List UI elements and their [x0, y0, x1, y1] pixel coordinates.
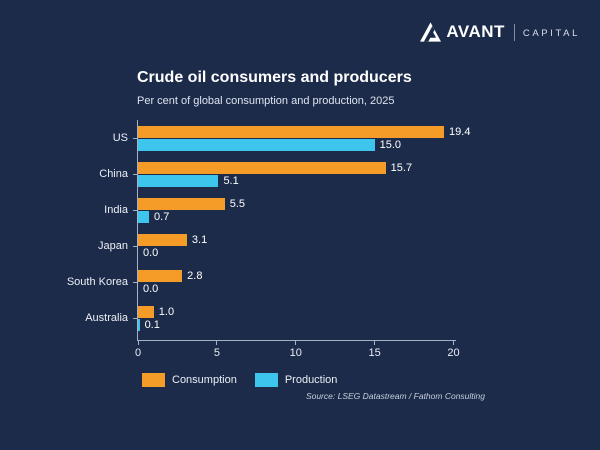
- chart-subtitle: Per cent of global consumption and produ…: [137, 95, 395, 107]
- value-label-consumption-india: 5.5: [229, 198, 246, 210]
- x-axis-label-15: 15: [368, 347, 381, 359]
- value-label-production-india: 0.7: [154, 211, 170, 223]
- category-tick-us: [133, 138, 138, 139]
- avant-triangle-icon: [420, 22, 442, 42]
- bar-consumption-australia: [138, 306, 154, 318]
- category-label-india: India: [104, 204, 128, 216]
- category-label-china: China: [99, 168, 128, 180]
- legend-swatch-production: [254, 373, 278, 387]
- bar-production-australia: [138, 319, 140, 331]
- legend-swatch-consumption: [142, 373, 165, 387]
- value-label-production-china: 5.1: [223, 175, 239, 187]
- category-tick-china: [133, 174, 138, 175]
- bar-consumption-us: [138, 126, 445, 138]
- legend-label-consumption: Consumption: [172, 374, 237, 386]
- bar-consumption-south-korea: [138, 270, 183, 282]
- logo-divider: [513, 23, 515, 41]
- chart-title: Crude oil consumers and producers: [137, 69, 412, 86]
- legend-item-consumption: Consumption: [142, 373, 237, 387]
- value-label-production-japan: 0.0: [143, 247, 159, 259]
- bar-consumption-japan: [138, 234, 187, 246]
- value-label-consumption-south-korea: 2.8: [187, 270, 203, 282]
- brand-division: CAPITAL: [522, 27, 580, 39]
- category-label-us: US: [112, 132, 128, 144]
- value-label-consumption-china: 15.7: [390, 162, 413, 174]
- x-axis-label-5: 5: [213, 347, 220, 359]
- x-axis-tick-5: [216, 340, 218, 345]
- legend: Consumption Production: [142, 373, 337, 387]
- category-label-australia: Australia: [85, 312, 128, 324]
- plot-area: US 19.4 15.0 China 15.7 5.1 India 5.5 0.7 Japan 3.…: [67, 120, 470, 359]
- x-axis-tick-10: [295, 340, 297, 345]
- x-axis-tick-0: [137, 340, 139, 345]
- category-tick-india: [133, 210, 138, 211]
- category-tick-japan: [133, 246, 138, 247]
- category-tick-australia: [133, 318, 138, 319]
- category-label-south-korea: South Korea: [66, 276, 128, 288]
- legend-item-production: Production: [254, 373, 338, 387]
- x-axis-tick-15: [374, 340, 376, 345]
- category-label-japan: Japan: [98, 240, 128, 252]
- x-axis-label-0: 0: [134, 347, 142, 359]
- x-axis-label-20: 20: [447, 347, 460, 359]
- value-label-consumption-us: 19.4: [449, 126, 471, 138]
- value-label-consumption-australia: 1.0: [158, 306, 175, 318]
- source-note: Source: LSEG Datastream / Fathom Consult…: [305, 391, 485, 401]
- category-tick-south-korea: [133, 282, 138, 283]
- x-axis-label-10: 10: [289, 347, 302, 359]
- x-axis-tick-20: [453, 340, 454, 345]
- value-label-production-australia: 0.1: [144, 319, 160, 331]
- value-label-consumption-japan: 3.1: [191, 234, 208, 246]
- brand-logo: AVANT CAPITAL: [420, 22, 580, 42]
- bar-production-china: [138, 175, 219, 187]
- bar-consumption-india: [138, 198, 225, 210]
- legend-label-production: Production: [284, 374, 338, 386]
- bar-consumption-china: [138, 162, 386, 174]
- value-label-production-us: 15.0: [379, 139, 402, 151]
- brand-name: AVANT: [446, 22, 505, 41]
- bar-production-us: [138, 139, 375, 151]
- value-label-production-south-korea: 0.0: [143, 283, 159, 295]
- bar-production-india: [138, 211, 150, 223]
